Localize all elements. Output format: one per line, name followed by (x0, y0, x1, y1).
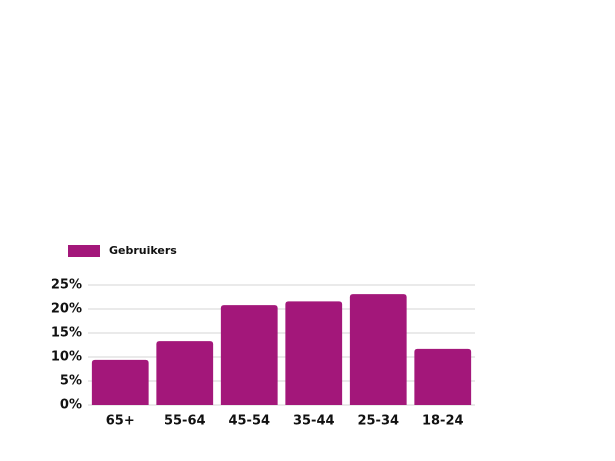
y-tick-label: 0% (60, 398, 82, 413)
x-tick-label: 55-64 (164, 414, 206, 429)
x-tick-label: 35-44 (293, 414, 335, 429)
x-tick-label: 18-24 (422, 414, 464, 429)
x-tick-label: 65+ (106, 414, 135, 429)
bar (91, 359, 149, 405)
x-tick-label: 45-54 (228, 414, 270, 429)
y-tick-label: 10% (51, 350, 82, 365)
bar (220, 305, 278, 405)
bar (285, 301, 343, 405)
y-tick-label: 25% (51, 278, 82, 293)
bar (156, 341, 214, 405)
legend-swatch (68, 245, 100, 257)
bar (349, 294, 407, 405)
y-tick-label: 15% (51, 326, 82, 341)
bar (414, 348, 472, 405)
y-tick-label: 5% (60, 374, 82, 389)
legend-label: Gebruikers (109, 244, 177, 257)
y-tick-label: 20% (51, 302, 82, 317)
x-tick-label: 25-34 (357, 414, 399, 429)
